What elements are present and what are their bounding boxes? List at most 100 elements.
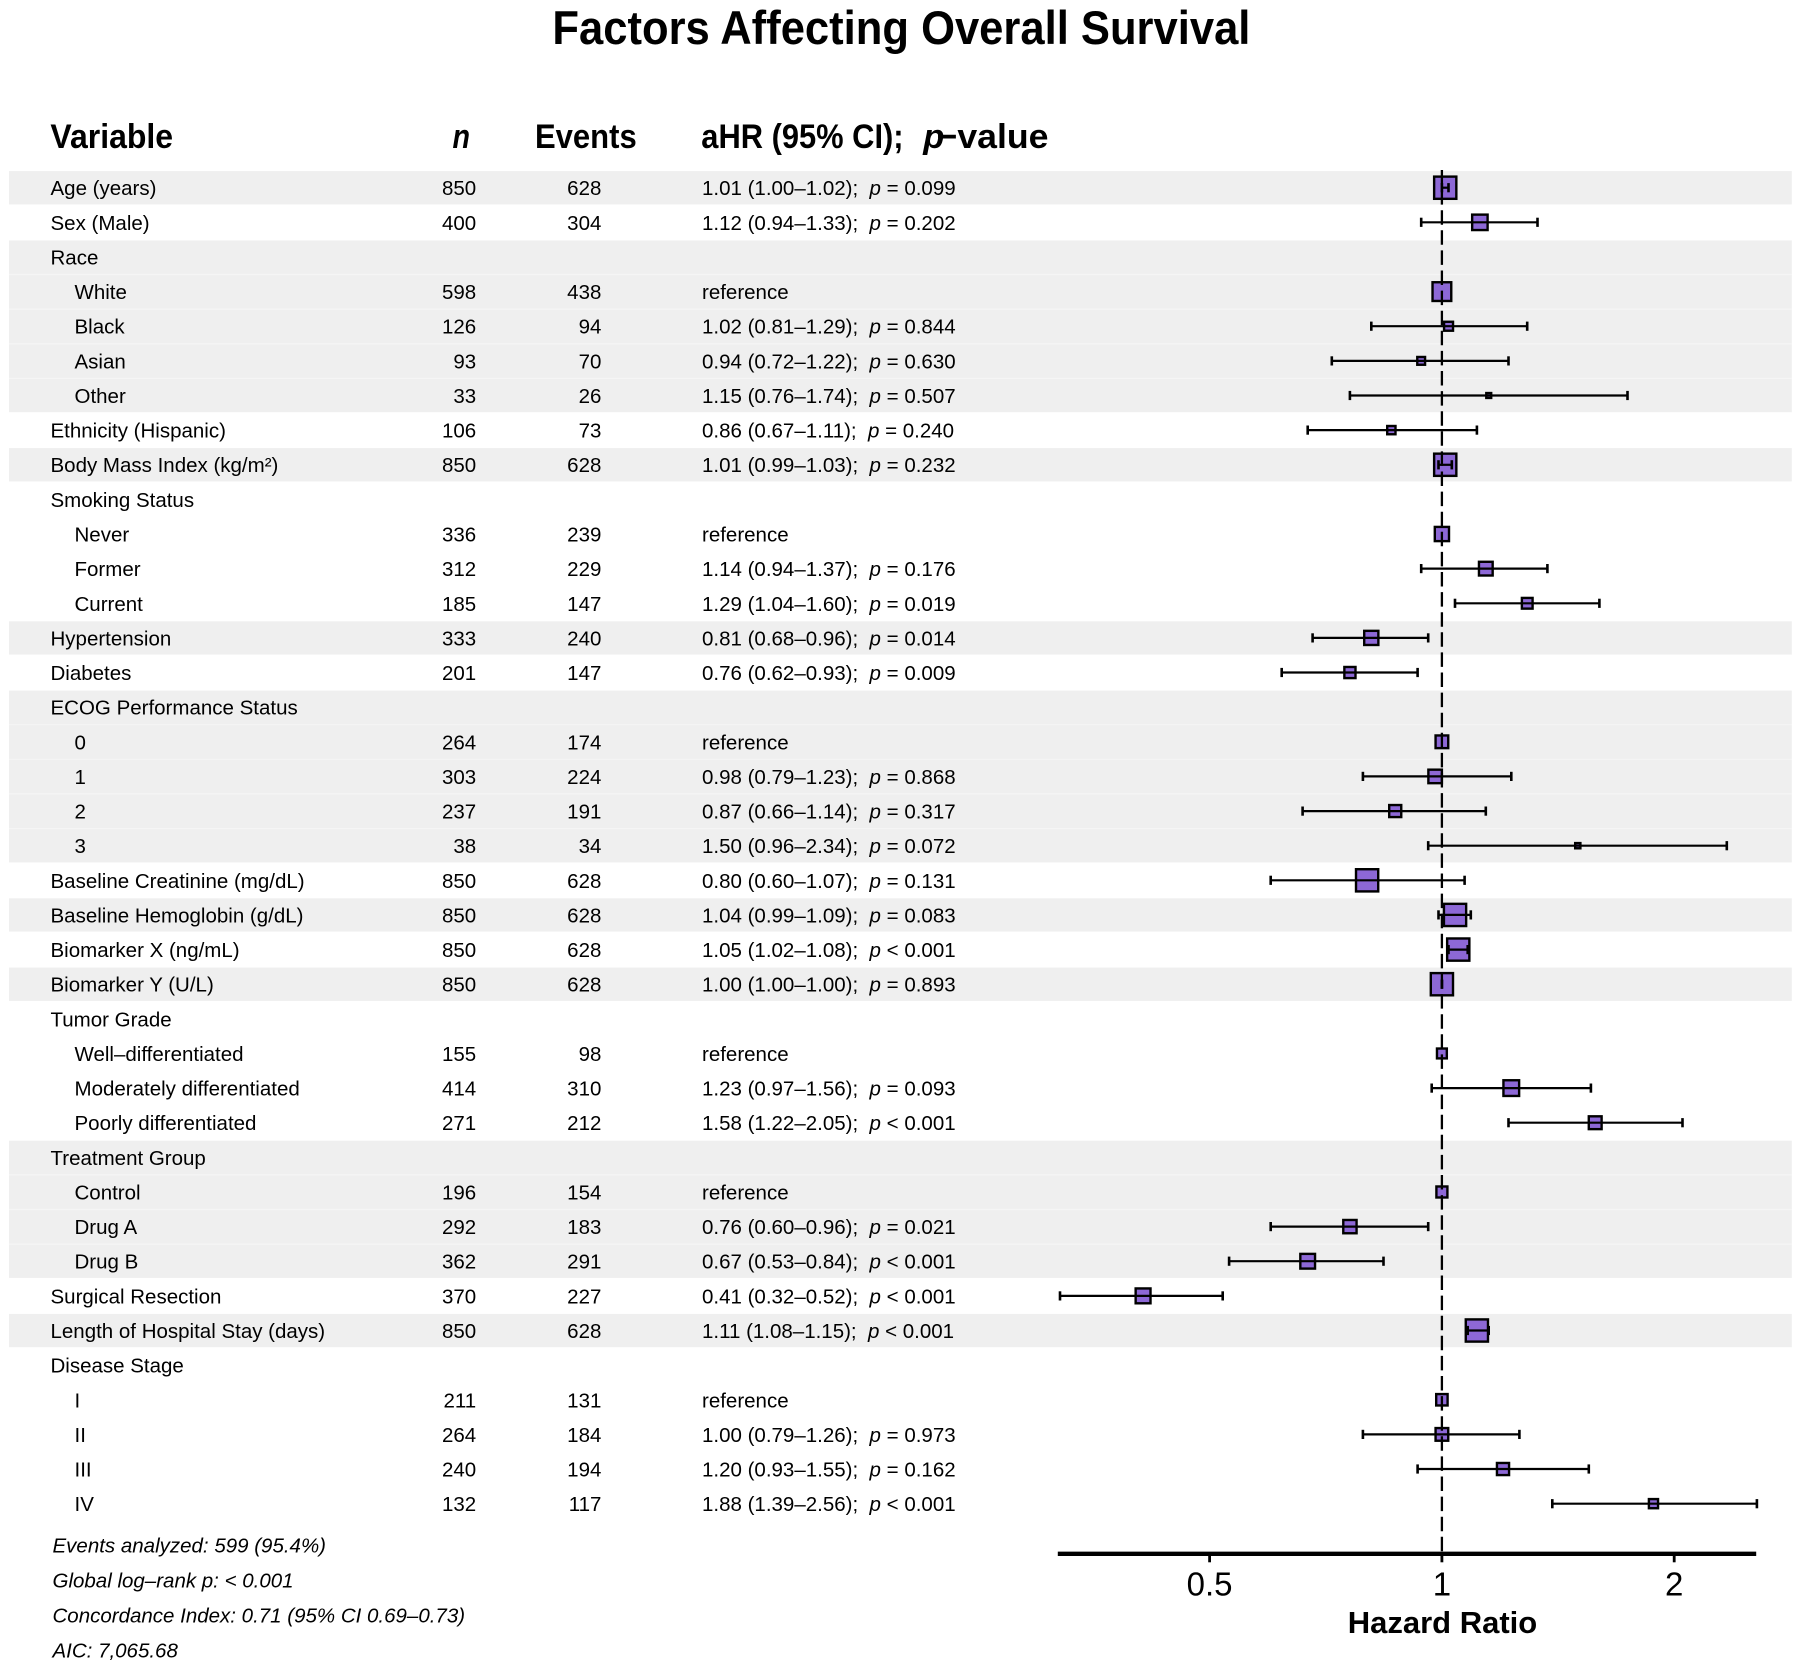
- svg-text:White: White: [75, 281, 127, 304]
- svg-text:II: II: [75, 1424, 86, 1447]
- svg-text:Tumor Grade: Tumor Grade: [51, 1008, 172, 1031]
- svg-text:94: 94: [579, 316, 602, 339]
- svg-text:Biomarker Y (U/L): Biomarker Y (U/L): [51, 974, 214, 997]
- svg-text:0.76 (0.62–0.93); p = 0.009: 0.76 (0.62–0.93); p = 0.009: [702, 662, 956, 685]
- svg-text:196: 196: [442, 1182, 476, 1205]
- svg-text:reference: reference: [702, 731, 789, 754]
- svg-text:1.12 (0.94–1.33); p = 0.202: 1.12 (0.94–1.33); p = 0.202: [702, 212, 956, 235]
- svg-text:reference: reference: [702, 1182, 789, 1205]
- svg-text:628: 628: [567, 454, 601, 477]
- svg-text:0.5: 0.5: [1187, 1566, 1233, 1603]
- svg-text:Baseline Creatinine (mg/dL): Baseline Creatinine (mg/dL): [51, 870, 305, 893]
- svg-text:0.81 (0.68–0.96); p = 0.014: 0.81 (0.68–0.96); p = 0.014: [702, 627, 956, 650]
- svg-text:Factors Affecting Overall Surv: Factors Affecting Overall Survival: [552, 1, 1250, 54]
- svg-text:Sex (Male): Sex (Male): [51, 212, 150, 235]
- svg-text:628: 628: [567, 904, 601, 927]
- svg-text:Other: Other: [75, 385, 126, 408]
- svg-text:0.76 (0.60–0.96); p = 0.021: 0.76 (0.60–0.96); p = 0.021: [702, 1216, 956, 1239]
- svg-text:−value: −value: [937, 118, 1049, 156]
- svg-text:147: 147: [567, 593, 601, 616]
- svg-text:132: 132: [442, 1493, 476, 1516]
- svg-text:Concordance Index: 0.71 (95% C: Concordance Index: 0.71 (95% CI 0.69–0.7…: [53, 1605, 466, 1628]
- svg-text:98: 98: [579, 1043, 602, 1066]
- svg-text:850: 850: [442, 870, 476, 893]
- svg-text:1.58 (1.22–2.05); p < 0.001: 1.58 (1.22–2.05); p < 0.001: [702, 1112, 956, 1135]
- svg-text:Former: Former: [75, 558, 141, 581]
- svg-text:362: 362: [442, 1251, 476, 1274]
- svg-text:Hazard Ratio: Hazard Ratio: [1348, 1605, 1537, 1640]
- svg-text:154: 154: [567, 1182, 601, 1205]
- svg-text:117: 117: [569, 1493, 602, 1516]
- svg-text:106: 106: [442, 420, 476, 443]
- svg-text:Treatment Group: Treatment Group: [51, 1147, 206, 1170]
- svg-text:131: 131: [567, 1389, 601, 1412]
- svg-text:185: 185: [442, 593, 476, 616]
- svg-text:IV: IV: [75, 1493, 95, 1516]
- svg-text:1: 1: [1433, 1566, 1451, 1603]
- svg-text:93: 93: [453, 350, 476, 373]
- svg-text:0.87 (0.66–1.14); p = 0.317: 0.87 (0.66–1.14); p = 0.317: [702, 801, 956, 824]
- svg-text:292: 292: [442, 1216, 476, 1239]
- svg-text:291: 291: [567, 1251, 601, 1274]
- svg-text:1.29 (1.04–1.60); p = 0.019: 1.29 (1.04–1.60); p = 0.019: [702, 593, 956, 616]
- svg-text:174: 174: [567, 731, 601, 754]
- svg-text:Baseline Hemoglobin (g/dL): Baseline Hemoglobin (g/dL): [51, 904, 304, 927]
- svg-text:147: 147: [567, 662, 601, 685]
- svg-text:reference: reference: [702, 1389, 789, 1412]
- svg-text:Smoking Status: Smoking Status: [51, 489, 195, 512]
- svg-text:850: 850: [442, 177, 476, 200]
- svg-text:224: 224: [567, 766, 601, 789]
- svg-text:850: 850: [442, 974, 476, 997]
- svg-text:Drug B: Drug B: [75, 1251, 139, 1274]
- svg-text:303: 303: [442, 766, 476, 789]
- svg-text:Diabetes: Diabetes: [51, 662, 132, 685]
- svg-text:Asian: Asian: [75, 350, 126, 373]
- svg-text:38: 38: [453, 835, 476, 858]
- svg-text:reference: reference: [702, 281, 789, 304]
- svg-text:Length of Hospital Stay (days): Length of Hospital Stay (days): [51, 1320, 326, 1343]
- svg-text:Body Mass Index (kg/m²): Body Mass Index (kg/m²): [51, 454, 279, 477]
- svg-text:312: 312: [442, 558, 476, 581]
- svg-text:AIC: 7,065.68: AIC: 7,065.68: [51, 1640, 179, 1663]
- svg-text:33: 33: [453, 385, 476, 408]
- svg-text:850: 850: [442, 454, 476, 477]
- svg-text:191: 191: [567, 801, 601, 824]
- svg-text:Well–differentiated: Well–differentiated: [75, 1043, 244, 1066]
- svg-text:1.04 (0.99–1.09); p = 0.083: 1.04 (0.99–1.09); p = 0.083: [702, 904, 956, 927]
- svg-text:Variable: Variable: [50, 118, 173, 156]
- svg-text:227: 227: [567, 1285, 601, 1308]
- svg-text:Surgical Resection: Surgical Resection: [51, 1285, 222, 1308]
- svg-text:1.00 (1.00–1.00); p = 0.893: 1.00 (1.00–1.00); p = 0.893: [702, 974, 956, 997]
- svg-text:0.94 (0.72–1.22); p = 0.630: 0.94 (0.72–1.22); p = 0.630: [702, 350, 956, 373]
- svg-text:Global log–rank p: < 0.001: Global log–rank p: < 0.001: [53, 1570, 294, 1593]
- svg-text:400: 400: [442, 212, 476, 235]
- svg-text:264: 264: [442, 731, 476, 754]
- svg-text:304: 304: [567, 212, 601, 235]
- svg-text:850: 850: [442, 904, 476, 927]
- svg-text:1.01 (0.99–1.03); p = 0.232: 1.01 (0.99–1.03); p = 0.232: [702, 454, 956, 477]
- svg-text:Biomarker X (ng/mL): Biomarker X (ng/mL): [51, 939, 240, 962]
- svg-text:Moderately differentiated: Moderately differentiated: [75, 1078, 300, 1101]
- svg-text:370: 370: [442, 1285, 476, 1308]
- svg-text:850: 850: [442, 1320, 476, 1343]
- svg-text:III: III: [75, 1459, 92, 1482]
- svg-text:73: 73: [579, 420, 602, 443]
- svg-text:Race: Race: [51, 247, 99, 270]
- svg-text:0.67 (0.53–0.84); p < 0.001: 0.67 (0.53–0.84); p < 0.001: [702, 1251, 956, 1274]
- svg-text:264: 264: [442, 1424, 476, 1447]
- svg-text:333: 333: [442, 627, 476, 650]
- svg-text:212: 212: [567, 1112, 601, 1135]
- svg-text:Control: Control: [75, 1182, 141, 1205]
- svg-text:Drug A: Drug A: [75, 1216, 138, 1239]
- svg-text:1.02 (0.81–1.29); p = 0.844: 1.02 (0.81–1.29); p = 0.844: [702, 316, 956, 339]
- svg-text:438: 438: [567, 281, 601, 304]
- svg-text:194: 194: [567, 1459, 601, 1482]
- svg-text:Ethnicity (Hispanic): Ethnicity (Hispanic): [51, 420, 226, 443]
- svg-text:1.20 (0.93–1.55); p = 0.162: 1.20 (0.93–1.55); p = 0.162: [702, 1459, 956, 1482]
- svg-text:414: 414: [442, 1078, 476, 1101]
- svg-text:240: 240: [442, 1459, 476, 1482]
- svg-text:1: 1: [75, 766, 86, 789]
- svg-text:1.23 (0.97–1.56); p = 0.093: 1.23 (0.97–1.56); p = 0.093: [702, 1078, 956, 1101]
- svg-text:aHR (95% CI);: aHR (95% CI);: [701, 118, 903, 156]
- svg-text:p: p: [922, 118, 944, 156]
